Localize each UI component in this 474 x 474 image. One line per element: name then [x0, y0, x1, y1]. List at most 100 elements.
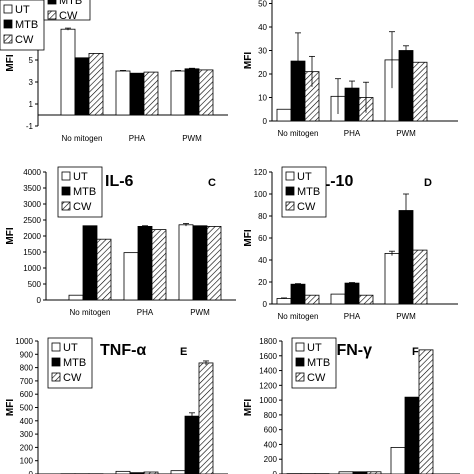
legend-swatch-cw	[61, 201, 71, 211]
chart-panel-2: 0 10 20 30 40 50 MFI No mitogen PHA PWM	[243, 0, 458, 138]
y-tick-label: 800	[264, 411, 278, 420]
chart-panel-6: 0 200 400 600 800 1000 1200 1400 1600 1800 MFI IFN-…	[243, 337, 460, 474]
x-category-label: No mitogen	[278, 312, 319, 321]
y-tick-label: 1800	[259, 337, 277, 346]
bar-cw	[151, 229, 167, 301]
x-category-label: PHA	[129, 134, 146, 143]
y-tick-label: 3500	[23, 184, 41, 193]
y-tick-label: 1500	[23, 248, 41, 257]
bar-ut	[178, 224, 194, 301]
legend-swatch-mtb	[61, 186, 71, 196]
legend-label-ut: UT	[73, 171, 88, 183]
panel-title: IL-6	[105, 173, 134, 190]
bar-cw	[96, 238, 112, 301]
y-axis-label: MFI	[5, 54, 16, 71]
y-tick-label: 1200	[259, 381, 277, 390]
panel-letter: D	[424, 177, 432, 189]
bar-ut	[60, 28, 76, 116]
legend-swatch-mtb	[285, 186, 295, 196]
y-tick-label: 400	[264, 440, 278, 449]
y-tick-label: 60	[258, 234, 267, 243]
y-tick-label: 50	[258, 0, 267, 9]
bar-cw	[198, 362, 214, 474]
legend-label-ut: UT	[63, 342, 78, 354]
bar-cw	[143, 471, 159, 474]
bar-cw	[412, 249, 428, 305]
legend: UT MTB CW	[281, 166, 327, 218]
y-tick-label: 1600	[259, 352, 277, 361]
y-tick-label: 800	[20, 364, 34, 373]
legend-label-cw: CW	[59, 10, 78, 22]
bar-mtb	[184, 68, 200, 116]
legend-label-mtb: MTB	[73, 186, 96, 198]
bar-cw	[412, 61, 428, 122]
y-tick-label: 200	[20, 443, 34, 452]
x-category-label: No mitogen	[278, 129, 319, 138]
legend-swatch-ut	[3, 4, 13, 14]
legend-panel-1: MTB CW	[43, 0, 91, 22]
y-tick-label: 100	[254, 190, 268, 199]
y-tick-label: 3000	[23, 200, 41, 209]
legend-swatch-cw	[295, 372, 305, 382]
y-tick-label: 0	[37, 296, 42, 305]
bar-cw	[418, 349, 434, 474]
legend: UT MTB CW	[0, 0, 45, 51]
panel-letter: E	[180, 346, 187, 358]
legend-label-ut: UT	[297, 171, 312, 183]
x-category-label: PWM	[396, 312, 416, 321]
legend-label-mtb: MTB	[63, 357, 86, 369]
y-axis-label: MFI	[243, 399, 254, 416]
bar-cw	[143, 71, 159, 116]
legend-swatch-cw	[285, 201, 295, 211]
y-tick-label: 1000	[23, 264, 41, 273]
bar-mtb	[398, 50, 414, 122]
y-tick-label: 1400	[259, 367, 277, 376]
bar-mtb	[344, 282, 360, 305]
bar-cw	[88, 53, 104, 116]
y-tick-label: 3	[29, 78, 34, 87]
bar-ut	[276, 298, 292, 305]
legend: UT MTB CW	[291, 337, 337, 389]
legend-swatch-cw	[51, 372, 61, 382]
legend: UT MTB CW	[47, 337, 93, 389]
y-tick-label: 30	[258, 47, 267, 56]
legend-swatch-mtb	[3, 19, 13, 29]
bar-mtb	[184, 415, 200, 474]
y-axis-label: MFI	[243, 52, 254, 69]
legend-label-ut: UT	[15, 4, 30, 16]
y-tick-label: 2000	[23, 232, 41, 241]
y-tick-label: 400	[20, 417, 34, 426]
bar-cw	[358, 294, 374, 305]
x-category-label: PHA	[344, 129, 361, 138]
legend-swatch-ut	[51, 342, 61, 352]
y-tick-label: 500	[28, 280, 42, 289]
legend-label-mtb: MTB	[297, 186, 320, 198]
y-tick-label: 80	[258, 212, 267, 221]
y-tick-label: 600	[264, 426, 278, 435]
y-tick-label: 2500	[23, 216, 41, 225]
legend-swatch-mtb	[51, 357, 61, 367]
legend-swatch-mtb	[47, 0, 57, 5]
bar-cw	[206, 225, 222, 301]
y-tick-label: 40	[258, 23, 267, 32]
bar-mtb	[404, 396, 420, 474]
y-tick-label: 1000	[259, 396, 277, 405]
x-category-label: PWM	[190, 308, 210, 317]
y-tick-label: 0	[263, 117, 268, 126]
panel-letter: C	[208, 177, 216, 189]
y-tick-label: 20	[258, 278, 267, 287]
x-category-label: PHA	[137, 308, 154, 317]
y-tick-label: 0	[263, 300, 268, 309]
y-tick-label: 1000	[15, 337, 33, 346]
legend-label-mtb: MTB	[307, 357, 330, 369]
legend-label-mtb: MTB	[59, 0, 82, 7]
panel-title: IFN-γ	[332, 342, 372, 359]
legend-label-cw: CW	[15, 34, 34, 46]
legend-swatch-ut	[295, 342, 305, 352]
legend-swatch-cw	[47, 10, 57, 20]
legend-label-cw: CW	[73, 201, 92, 213]
x-category-label: PWM	[182, 134, 202, 143]
